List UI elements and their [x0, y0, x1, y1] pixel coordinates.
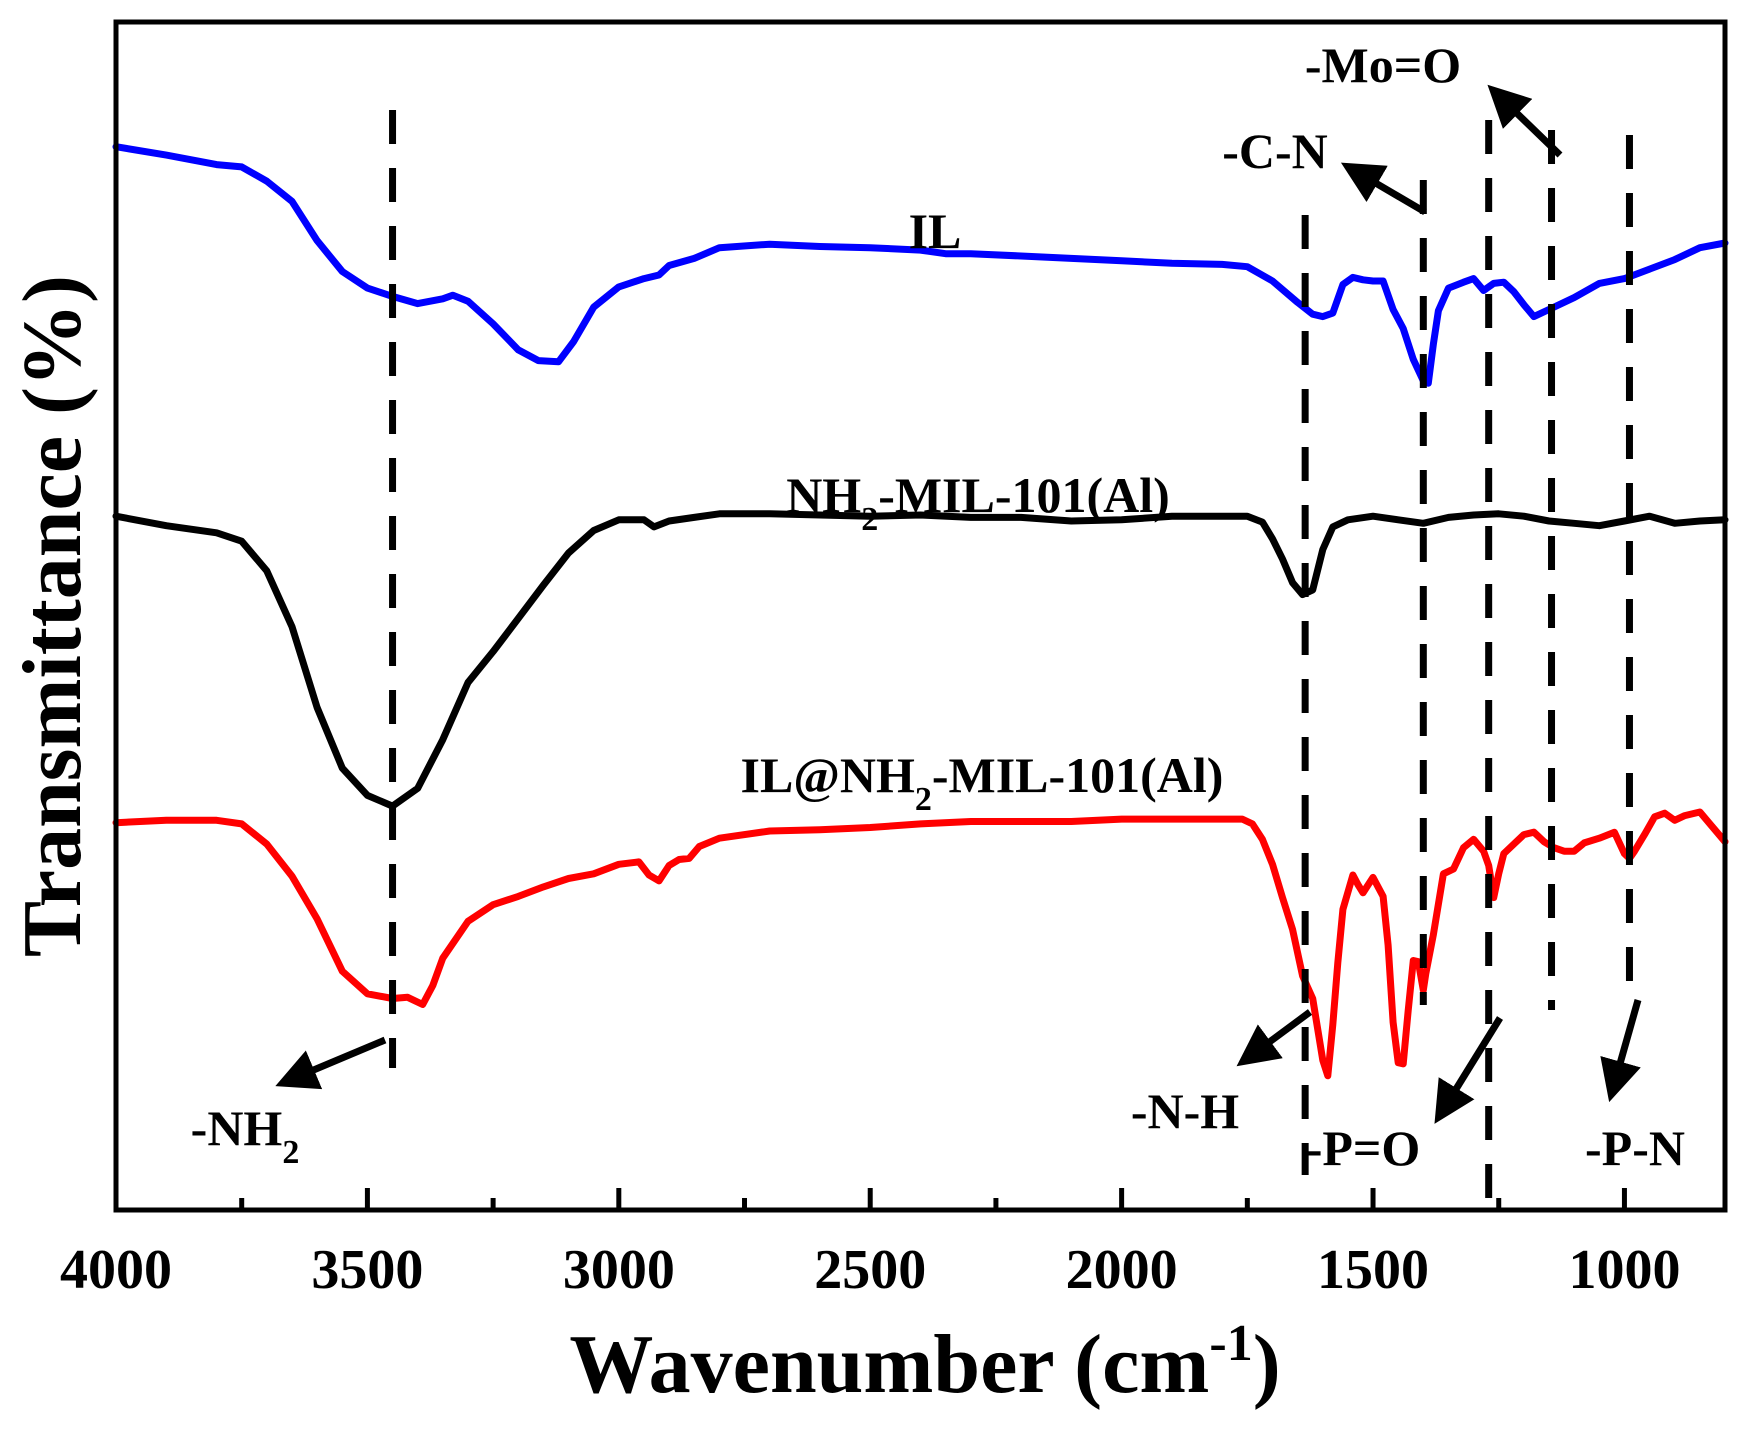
x-axis-ticks: 4000 3500 3000 2500 2000 1500 1000: [60, 1188, 1680, 1301]
series-label-0: IL: [909, 203, 962, 259]
series-layer: [112, 143, 1729, 1080]
annotation-arrow-3: [1600, 999, 1642, 1103]
reference-line-layer: [389, 110, 1633, 1200]
x-tick-label: 3000: [563, 1239, 675, 1301]
series-labels: IL NH2-MIL-101(Al) IL@NH2-MIL-101(Al): [741, 203, 1224, 818]
annotation-label-4: -C-N: [1222, 123, 1328, 179]
series-line-1: [112, 510, 1729, 810]
series-label-1: NH2-MIL-101(Al): [786, 467, 1170, 538]
annotation-arrow-0: [275, 1036, 387, 1090]
series-line-0: [112, 143, 1729, 387]
annotation-arrow-4: [1340, 162, 1427, 216]
x-tick-label: 4000: [60, 1239, 172, 1301]
peak-annotations: -NH2 -N-H -P=O -P-N -C-N -Mo=O: [191, 37, 1685, 1176]
x-tick-label: 2000: [1066, 1239, 1178, 1301]
annotation-arrow-1: [1236, 1009, 1313, 1067]
x-axis-title: Wavenumber (cm-1): [569, 1315, 1280, 1411]
series-label-2: IL@NH2-MIL-101(Al): [741, 747, 1224, 818]
annotation-label-0: -NH2: [191, 1100, 300, 1171]
x-axis-title-superscript: -1: [1209, 1315, 1252, 1372]
annotation-arrow-5: [1487, 84, 1563, 158]
annotation-label-5: -Mo=O: [1305, 37, 1461, 93]
annotation-label-2: -P=O: [1306, 1120, 1421, 1176]
series-line-2: [112, 808, 1729, 1080]
y-axis-title: Transmittance (%): [6, 275, 99, 957]
plot-frame: [113, 19, 1728, 1213]
annotation-arrow-2: [1434, 1016, 1503, 1124]
annotation-label-1: -N-H: [1131, 1083, 1239, 1139]
x-tick-label: 1000: [1568, 1239, 1680, 1301]
x-tick-label: 1500: [1317, 1239, 1429, 1301]
x-tick-label: 3500: [311, 1239, 423, 1301]
annotation-label-3: -P-N: [1585, 1120, 1685, 1176]
x-tick-label: 2500: [814, 1239, 926, 1301]
